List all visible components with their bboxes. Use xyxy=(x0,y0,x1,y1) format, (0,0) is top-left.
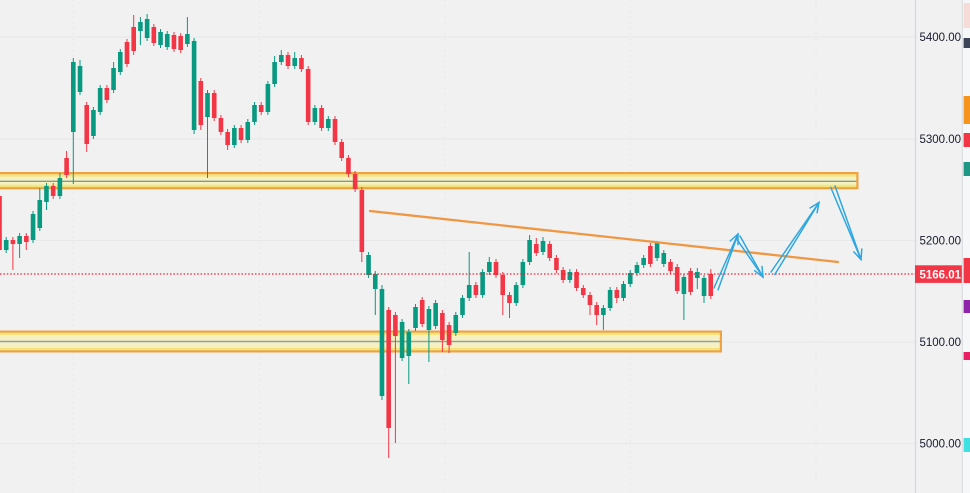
svg-text:5400.00: 5400.00 xyxy=(920,32,962,44)
svg-text:5166.01: 5166.01 xyxy=(920,270,962,282)
svg-text:5000.00: 5000.00 xyxy=(920,439,962,451)
svg-text:5300.00: 5300.00 xyxy=(920,134,962,146)
svg-text:5200.00: 5200.00 xyxy=(920,236,962,248)
svg-text:5100.00: 5100.00 xyxy=(920,337,962,349)
